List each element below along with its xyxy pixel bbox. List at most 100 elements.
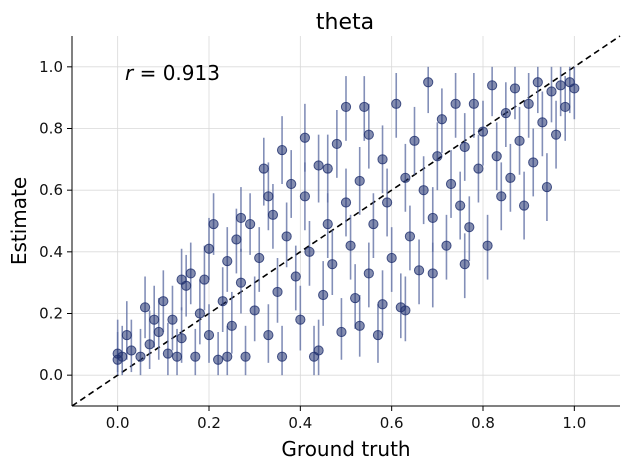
data-point (263, 329, 274, 341)
data-point (276, 351, 288, 362)
data-point (441, 240, 452, 251)
data-point (427, 212, 438, 224)
data-point (459, 141, 470, 153)
data-point (258, 163, 269, 174)
data-point (500, 107, 511, 119)
data-point (359, 101, 370, 113)
data-point (432, 151, 443, 162)
data-point (404, 231, 416, 242)
data-point (519, 200, 530, 211)
data-point (363, 268, 374, 279)
data-point (350, 292, 361, 304)
data-point (523, 98, 534, 109)
correlation-annotation: r = 0.913 (125, 61, 220, 85)
data-point (445, 178, 457, 190)
data-point (386, 252, 397, 264)
x-tick-label: 0.0 (106, 414, 130, 432)
x-axis-title: Ground truth (281, 437, 410, 461)
data-point (235, 212, 247, 224)
data-point (272, 286, 283, 298)
data-point (245, 218, 256, 230)
chart-title: theta (316, 10, 374, 35)
data-point (121, 329, 132, 341)
data-point (135, 351, 146, 362)
correlation-value: = 0.913 (133, 61, 220, 85)
data-point (126, 345, 137, 356)
data-point (491, 151, 502, 162)
data-point (263, 191, 274, 202)
data-point (185, 268, 196, 279)
data-point (555, 80, 566, 91)
data-point (550, 129, 562, 140)
y-axis-title: Estimate (7, 177, 31, 265)
y-tick-label: 0.8 (39, 120, 63, 138)
data-point (546, 86, 557, 97)
data-point (171, 351, 183, 362)
data-point (299, 191, 310, 202)
y-tick-label: 0.2 (39, 305, 63, 323)
data-point (117, 351, 128, 362)
data-point (532, 77, 543, 88)
data-point (267, 209, 279, 220)
data-point (208, 218, 219, 230)
x-tick-label: 0.8 (471, 414, 495, 432)
data-point (363, 129, 374, 140)
data-point (382, 197, 393, 208)
data-point (436, 114, 447, 125)
data-point (231, 234, 242, 245)
data-point (528, 157, 539, 168)
y-ticks: 0.0 0.2 0.4 0.6 0.8 1.0 (39, 58, 72, 384)
data-point (409, 135, 420, 146)
data-point (537, 117, 548, 128)
y-tick-label: 0.6 (39, 181, 63, 199)
data-point (149, 314, 160, 325)
data-point (336, 326, 347, 338)
data-point (509, 83, 521, 94)
data-point (235, 277, 247, 288)
data-point (176, 274, 187, 285)
data-points (112, 77, 580, 365)
data-point (226, 320, 237, 331)
data-point (254, 252, 265, 264)
data-point (331, 138, 342, 150)
data-point (222, 255, 233, 267)
data-point (203, 243, 215, 254)
data-point (455, 200, 466, 211)
x-tick-label: 0.6 (380, 414, 404, 432)
data-point (158, 296, 169, 307)
x-ticks: 0.0 0.2 0.4 0.6 0.8 1.0 (106, 406, 586, 432)
data-point (372, 329, 384, 341)
data-point (322, 218, 333, 230)
data-point (194, 308, 205, 319)
data-point (482, 240, 493, 251)
data-point (213, 354, 224, 365)
data-point (377, 299, 388, 310)
data-point (427, 268, 438, 279)
data-point (368, 218, 379, 230)
x-tick-label: 0.2 (197, 414, 221, 432)
data-point (144, 339, 155, 350)
data-point (167, 314, 178, 325)
data-point (423, 77, 434, 88)
data-point (304, 246, 315, 257)
data-point (340, 197, 352, 208)
data-point (569, 83, 580, 94)
data-point (318, 289, 329, 301)
correlation-symbol: r (125, 61, 135, 85)
data-point (377, 154, 388, 165)
data-point (354, 320, 365, 331)
data-point (450, 98, 461, 109)
data-point (496, 191, 507, 202)
data-point (281, 231, 292, 242)
y-tick-label: 0.4 (39, 243, 63, 261)
x-tick-label: 1.0 (562, 414, 586, 432)
data-point (345, 240, 356, 251)
data-point (299, 132, 310, 143)
data-point (176, 333, 187, 344)
data-point (222, 351, 233, 362)
y-tick-label: 0.0 (39, 366, 63, 384)
data-point (391, 98, 402, 109)
data-point (413, 265, 425, 276)
data-point (340, 101, 352, 113)
